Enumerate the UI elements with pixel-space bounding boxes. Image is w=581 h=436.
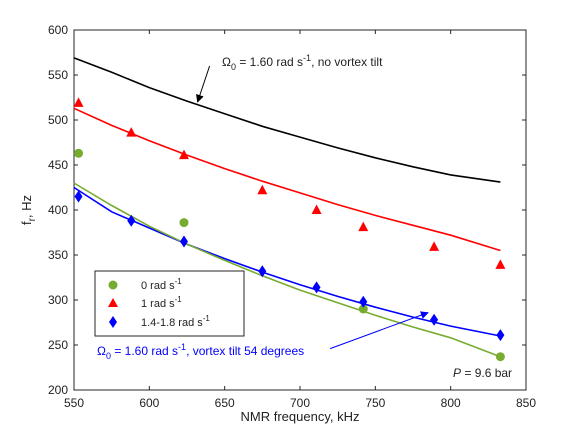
x-tick-label: 800: [441, 396, 461, 410]
y-tick-label: 600: [48, 23, 68, 37]
fit-line-3: [73, 182, 501, 358]
legend: 0 rad s-1 1 rad s-1 1.4-1.8 rad s-1: [94, 270, 245, 337]
data-point-series-2: [258, 265, 267, 278]
data-point-series-2: [74, 190, 83, 203]
data-markers: [73, 97, 506, 362]
y-tick-label: 200: [48, 383, 68, 397]
legend-box: [94, 270, 245, 337]
legend-label-1: 1 rad s-1: [141, 295, 182, 310]
y-tick-label: 250: [48, 338, 68, 352]
data-point-series-1: [257, 184, 268, 195]
x-tick-label: 750: [365, 396, 385, 410]
fit-lines: [73, 57, 501, 358]
data-point-series-2: [179, 235, 188, 248]
x-tick-label: 700: [290, 396, 310, 410]
data-point-series-2: [312, 281, 321, 294]
legend-marker-2: [109, 316, 117, 328]
data-point-series-0: [179, 218, 189, 228]
annotation-pressure: P = 9.6 bar: [453, 366, 512, 380]
data-point-series-2: [496, 329, 505, 342]
y-axis: 200 250 300 350 400 450 500 550 600: [48, 23, 526, 397]
legend-marker-1: [108, 298, 118, 307]
x-tick-label: 550: [64, 396, 84, 410]
data-point-series-0: [358, 304, 368, 314]
x-tick-label: 850: [516, 396, 536, 410]
y-tick-label: 550: [48, 68, 68, 82]
data-point-series-0: [495, 352, 505, 362]
data-point-series-2: [127, 214, 136, 227]
x-tick-label: 650: [215, 396, 235, 410]
annotation-no-tilt: Ω0 = 1.60 rad s-1, no vortex tilt: [222, 53, 383, 72]
y-tick-label: 350: [48, 248, 68, 262]
x-axis: 550 600 650 700 750 800 850: [64, 30, 536, 410]
data-point-series-1: [358, 221, 369, 232]
annotation-arrow-vortex-tilt: [329, 311, 429, 350]
data-point-series-1: [311, 204, 322, 214]
data-point-series-1: [126, 127, 137, 137]
fit-line-2: [73, 186, 501, 337]
data-point-series-2: [359, 295, 368, 308]
data-point-series-1: [73, 97, 84, 107]
data-point-series-1: [429, 241, 440, 251]
data-point-series-1: [178, 149, 189, 160]
y-tick-label: 450: [48, 158, 68, 172]
x-axis-label: NMR frequency, kHz: [241, 409, 360, 424]
y-tick-label: 400: [48, 203, 68, 217]
data-point-series-0: [74, 148, 84, 158]
y-tick-label: 500: [48, 113, 68, 127]
annotation-vortex-tilt: Ω0 = 1.60 rad s-1, vortex tilt 54 degree…: [97, 342, 304, 361]
annotation-arrow-no-tilt: [196, 65, 211, 103]
x-tick-label: 600: [139, 396, 159, 410]
data-point-series-2: [430, 313, 439, 326]
data-point-series-1: [495, 259, 506, 269]
y-tick-label: 300: [48, 293, 68, 307]
legend-marker-0: [108, 280, 118, 290]
legend-label-0: 0 rad s-1: [141, 277, 182, 292]
legend-label-2: 1.4-1.8 rad s-1: [141, 314, 210, 329]
y-axis-label: fr, Hz: [19, 195, 38, 225]
fit-line-0: [73, 57, 501, 183]
fit-line-1: [73, 107, 501, 252]
